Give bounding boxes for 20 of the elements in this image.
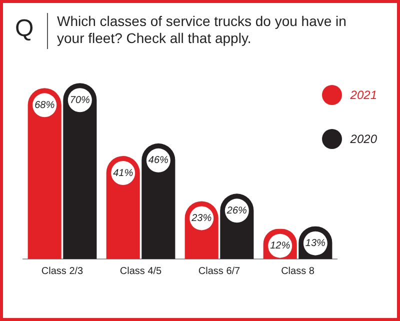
legend-label: 2020: [350, 132, 377, 146]
data-label: 13%: [305, 238, 326, 250]
bar: [106, 156, 140, 259]
bar: [28, 88, 62, 259]
x-tick-label: Class 4/5: [120, 266, 162, 277]
bar: [63, 83, 97, 259]
data-label: 41%: [113, 168, 134, 179]
x-tick-label: Class 8: [281, 266, 315, 277]
chart-title: Which classes of service trucks do you have in your fleet? Check all that apply.: [57, 13, 348, 47]
bar: [142, 143, 176, 259]
legend-label: 2021: [350, 88, 377, 102]
data-label: 23%: [190, 212, 212, 224]
data-label: 68%: [34, 100, 55, 111]
text: Q: [15, 15, 34, 43]
x-tick-label: Class 2/3: [41, 266, 84, 277]
x-tick-label: Class 6/7: [198, 266, 241, 277]
data-label: 70%: [70, 94, 90, 106]
data-label: 46%: [148, 155, 169, 166]
data-label: 12%: [270, 240, 290, 252]
data-label: 26%: [226, 205, 248, 216]
